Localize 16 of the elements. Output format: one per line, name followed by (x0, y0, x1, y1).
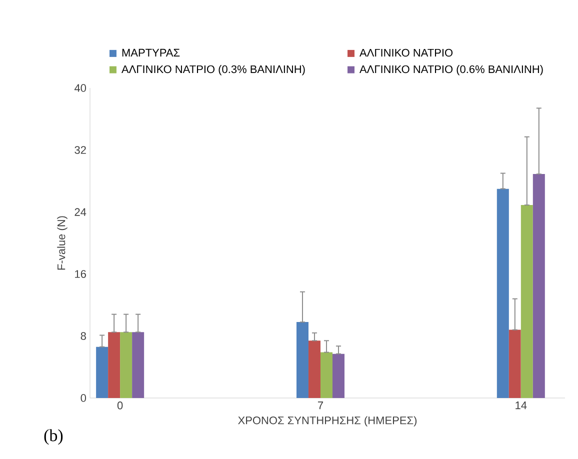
y-tick-label: 24 (74, 208, 86, 216)
legend-label: ΑΛΓΙΝΙΚΟ ΝΑΤΡΙΟ (360, 48, 453, 57)
x-tick-label: 0 (117, 402, 123, 410)
y-axis-title: F-value (N) (57, 216, 68, 270)
y-tick-label: 8 (80, 332, 86, 340)
x-axis-title: ΧΡΟΝΟΣ ΣΥΝΤΗΡΗΣΗΣ (ΗΜΕΡΕΣ) (238, 416, 417, 426)
y-tick-label: 0 (80, 394, 86, 402)
legend-label: ΑΛΓΙΝΙΚΟ ΝΑΤΡΙΟ (0.6% ΒΑΝΙΛΙΝΗ) (360, 65, 543, 76)
x-tick-label: 14 (516, 402, 527, 410)
y-tick-label: 16 (75, 270, 86, 278)
legend-label: ΜΑΡΤΥΡΑΣ (122, 48, 180, 56)
text: (b) (44, 429, 63, 445)
y-tick-label: 40 (74, 84, 86, 92)
y-tick-label: 32 (74, 146, 86, 154)
legend-label: ΑΛΓΙΝΙΚΟ ΝΑΤΡΙΟ (0.3% ΒΑΝΙΛΙΝΗ) (122, 65, 305, 76)
x-tick-label: 7 (318, 402, 323, 410)
